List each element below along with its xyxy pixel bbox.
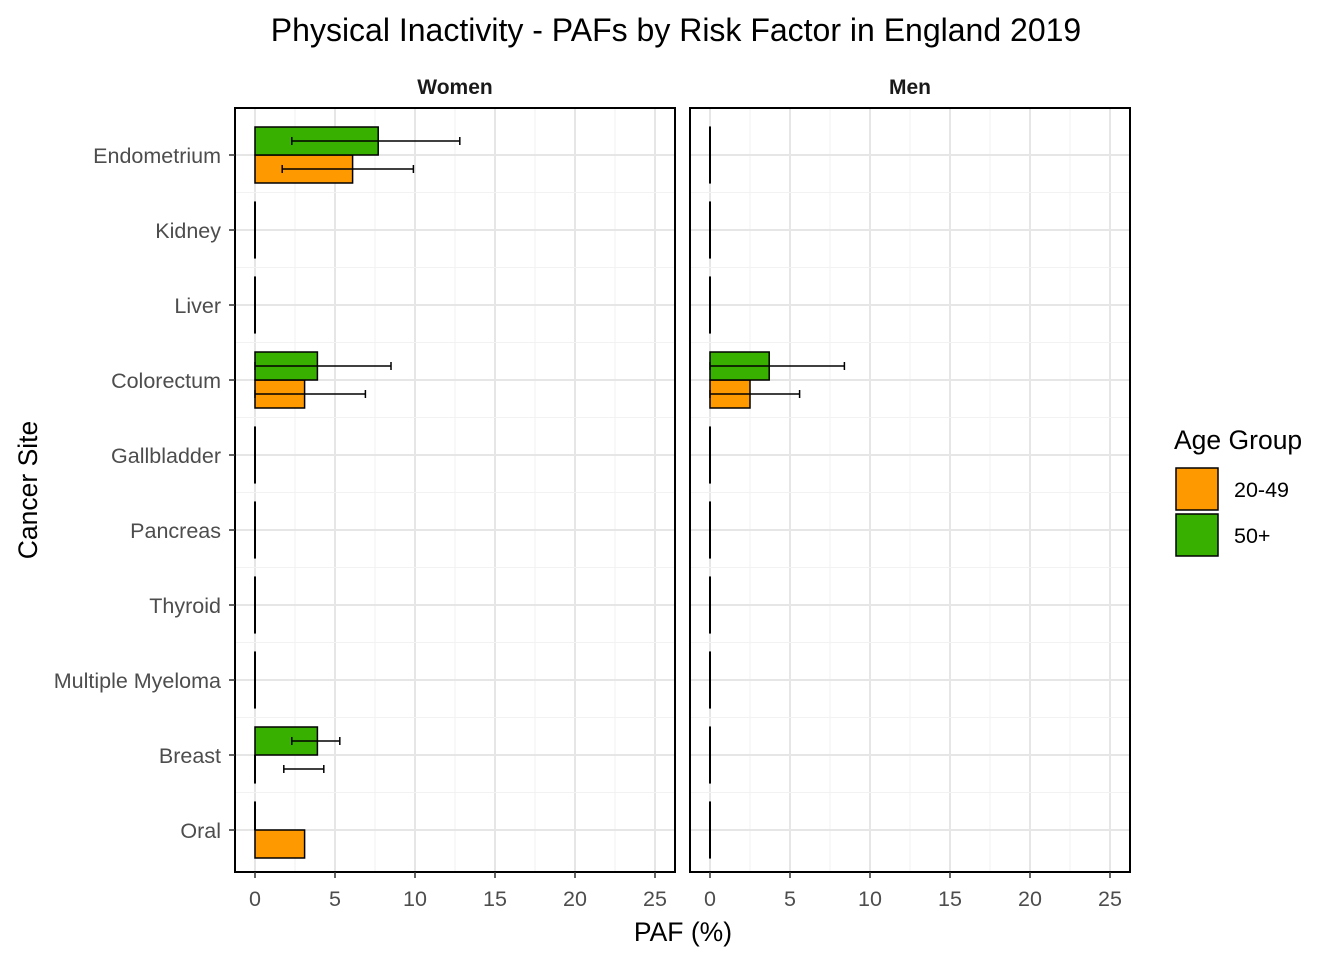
x-tick-label: 10 xyxy=(858,887,882,911)
gridlines xyxy=(235,108,675,872)
x-tick-label: 20 xyxy=(1018,887,1042,911)
x-tick-label: 15 xyxy=(938,887,962,911)
category-label-multiple-myeloma: Multiple Myeloma xyxy=(54,669,221,693)
category-label-breast: Breast xyxy=(159,744,221,768)
panel-border xyxy=(234,107,676,873)
panel-strip-label: Women xyxy=(417,76,492,99)
category-label-liver: Liver xyxy=(174,294,221,318)
category-label-thyroid: Thyroid xyxy=(149,594,221,618)
error-bar-women-endometrium-50 xyxy=(291,137,461,145)
category-label-pancreas: Pancreas xyxy=(130,519,221,543)
x-axis: 0 5 10 15 20 25 xyxy=(249,872,667,911)
x-tick-label: 10 xyxy=(403,887,427,911)
bars xyxy=(254,126,461,859)
category-label-gallbladder: Gallbladder xyxy=(111,444,221,468)
x-tick-label: 5 xyxy=(329,887,341,911)
error-bar-men-colorectum-50 xyxy=(709,362,846,370)
legend-key-20-49 xyxy=(1175,467,1219,511)
gridlines xyxy=(690,108,1130,872)
legend-key-50 xyxy=(1175,513,1219,557)
category-labels: Endometrium Kidney Liver Colorectum Gallblad… xyxy=(54,144,235,843)
error-bar-women-colorectum-50 xyxy=(254,362,392,370)
bar-women-oral-20-49 xyxy=(254,829,306,859)
error-bar-men-colorectum-20-49 xyxy=(709,390,801,398)
legend-label-20-49: 20-49 xyxy=(1234,478,1289,502)
error-bar-women-breast-50 xyxy=(291,737,341,745)
panel-women: Women 0 5 10 15 20 25 xyxy=(234,76,676,911)
category-label-endometrium: Endometrium xyxy=(93,144,221,168)
legend: 20-49 50+ xyxy=(1175,467,1289,557)
x-axis-title: PAF (%) xyxy=(634,917,732,947)
category-label-oral: Oral xyxy=(180,819,221,843)
chart-title: Physical Inactivity - PAFs by Risk Facto… xyxy=(271,12,1081,48)
x-tick-label: 15 xyxy=(483,887,507,911)
y-axis-title: Cancer Site xyxy=(13,421,43,559)
x-tick-label: 5 xyxy=(784,887,796,911)
error-bar-women-breast-20-49 xyxy=(283,765,325,773)
error-bar-women-endometrium-20-49 xyxy=(281,165,415,173)
category-label-colorectum: Colorectum xyxy=(111,369,221,393)
legend-label-50: 50+ xyxy=(1234,524,1270,548)
category-label-kidney: Kidney xyxy=(155,219,221,243)
x-tick-label: 20 xyxy=(563,887,587,911)
x-tick-label: 0 xyxy=(249,887,261,911)
x-tick-label: 25 xyxy=(643,887,667,911)
legend-title: Age Group xyxy=(1174,425,1302,455)
x-axis: 0 5 10 15 20 25 xyxy=(704,872,1122,911)
panel-border xyxy=(689,107,1131,873)
panel-men: Men 0 5 10 15 20 25 xyxy=(689,76,1131,911)
bars xyxy=(709,126,846,859)
x-tick-label: 25 xyxy=(1098,887,1122,911)
panel-strip-label: Men xyxy=(889,76,931,99)
error-bar-women-colorectum-20-49 xyxy=(254,390,367,398)
x-tick-label: 0 xyxy=(704,887,716,911)
chart-panels: Women 0 5 10 15 20 25 Men 0 5 10 15 20 25 xyxy=(234,76,1131,911)
